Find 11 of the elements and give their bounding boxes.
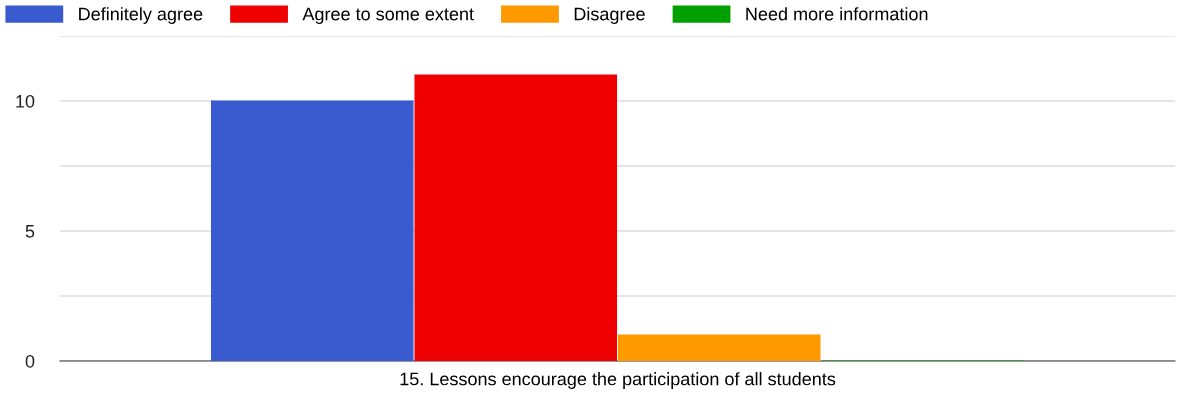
- y-tick-label: 10: [16, 94, 35, 108]
- bar: [210, 100, 414, 361]
- legend-label: Agree to some extent: [302, 7, 474, 24]
- legend-label: Disagree: [574, 7, 645, 24]
- legend-label: Definitely agree: [79, 7, 203, 24]
- bar: [414, 74, 618, 361]
- legend-label: Need more information: [746, 7, 928, 21]
- x-tick-label: 15. Lessons encourage the participation of all students: [400, 372, 836, 389]
- bar: [617, 334, 821, 361]
- y-tick-label: 0: [25, 354, 35, 368]
- y-tick-label: 5: [25, 225, 35, 238]
